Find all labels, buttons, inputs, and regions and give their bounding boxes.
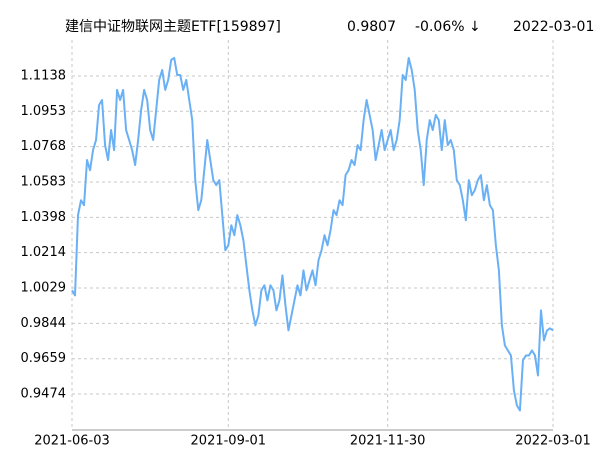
date: 2022-03-01: [513, 19, 594, 35]
y-tick-label: 1.0398: [21, 210, 67, 225]
y-tick-label: 0.9474: [21, 387, 67, 402]
y-tick-label: 0.9844: [21, 316, 67, 331]
y-tick-label: 1.0583: [21, 175, 67, 190]
y-tick-label: 1.0029: [21, 280, 67, 295]
x-tick-label: 2021-11-30: [350, 434, 426, 449]
x-tick-label: 2021-06-03: [34, 434, 110, 449]
y-tick-label: 1.0214: [21, 245, 67, 260]
x-tick-label: 2022-03-01: [515, 434, 591, 449]
line-series: [71, 56, 554, 412]
latest-value: 0.9807: [347, 19, 396, 35]
y-tick-label: 1.0953: [21, 104, 67, 119]
chart-title: 建信中证物联网主题ETF[159897]: [65, 19, 281, 35]
change: -0.06% ↓: [415, 19, 481, 35]
y-tick-label: 1.1138: [21, 68, 67, 83]
y-tick-label: 1.0768: [21, 139, 67, 154]
y-tick-label: 0.9659: [21, 351, 67, 366]
x-tick-label: 2021-09-01: [191, 434, 267, 449]
